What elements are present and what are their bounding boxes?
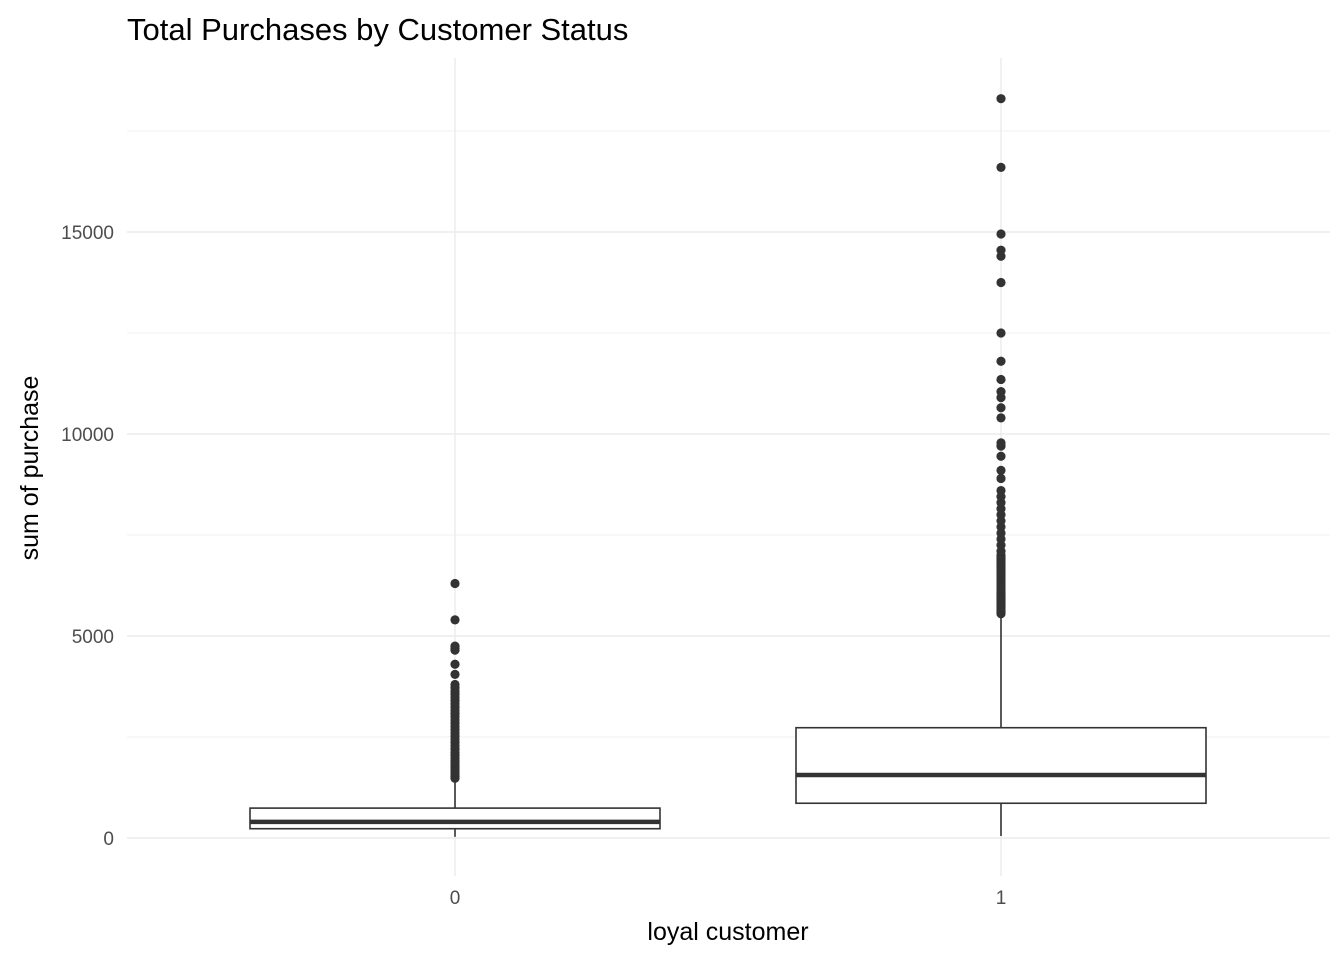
outlier-point xyxy=(450,615,460,625)
outlier-point xyxy=(996,451,1006,461)
outlier-point xyxy=(996,277,1006,288)
outlier-point xyxy=(996,356,1006,366)
box-layer xyxy=(249,94,1207,837)
box-iqr xyxy=(249,807,661,830)
outlier-point xyxy=(996,374,1006,385)
y-axis-title: sum of purchase xyxy=(16,376,44,561)
y-tick-label: 10000 xyxy=(61,425,114,446)
outlier-point xyxy=(996,485,1006,496)
outlier-point xyxy=(996,229,1006,239)
outlier-point xyxy=(996,245,1006,255)
outlier-point xyxy=(996,413,1006,423)
y-tick-label: 0 xyxy=(103,829,114,850)
y-tick-label: 15000 xyxy=(61,223,114,244)
outlier-point xyxy=(996,328,1006,338)
outlier-point xyxy=(996,94,1006,104)
outlier-point xyxy=(450,641,460,651)
box-group-1 xyxy=(795,94,1207,836)
outlier-point xyxy=(996,465,1006,475)
chart-title: Total Purchases by Customer Status xyxy=(127,12,628,47)
outlier-point xyxy=(996,162,1006,172)
outlier-point xyxy=(450,578,460,589)
outlier-point xyxy=(996,473,1006,484)
x-tick-label: 1 xyxy=(996,888,1007,909)
outlier-point xyxy=(996,438,1006,448)
y-axis-ticks: 0 5000 10000 15000 xyxy=(61,223,114,850)
outlier-point xyxy=(996,386,1006,397)
outlier-point xyxy=(450,659,460,669)
box-iqr xyxy=(795,726,1207,805)
x-tick-label: 0 xyxy=(450,888,461,909)
outlier-point xyxy=(450,669,460,679)
y-tick-label: 5000 xyxy=(72,627,114,648)
x-axis-title: loyal customer xyxy=(647,918,808,946)
outlier-point xyxy=(996,403,1006,413)
outlier-point xyxy=(450,679,460,690)
box-group-0 xyxy=(249,578,661,837)
